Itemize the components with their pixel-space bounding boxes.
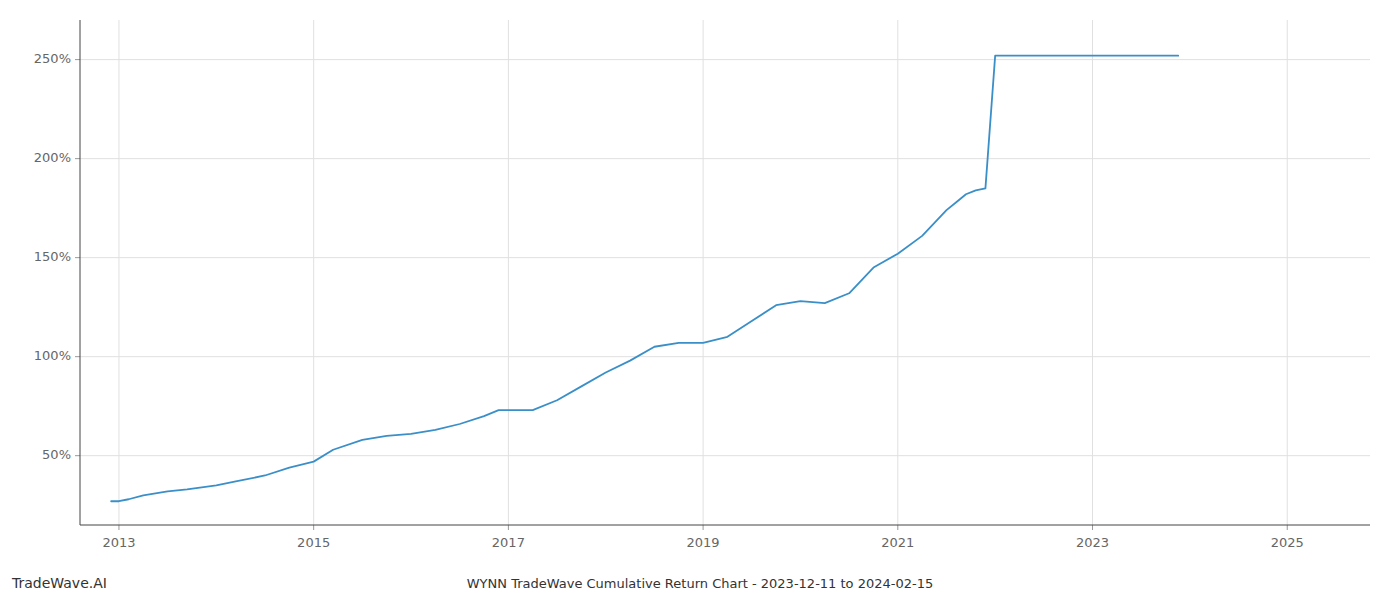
tick-label-x: 2015: [297, 535, 330, 550]
tick-y: [75, 257, 80, 258]
tick-label-y: 150%: [34, 249, 71, 264]
grid-line-x: [313, 20, 314, 525]
line: [111, 56, 1178, 502]
chart: 50% 100% 150% 200% 250% 2013 2015 2017 2019 2021 2…: [0, 0, 1400, 600]
watermark: TradeWave.AI: [11, 575, 107, 591]
tick-label-x: 2025: [1271, 535, 1304, 550]
grid-line-y: [80, 455, 1370, 456]
grid-line-x: [118, 20, 119, 525]
tick-label-x: 2017: [492, 535, 525, 550]
grid-line-y: [80, 158, 1370, 159]
tick-y: [75, 455, 80, 456]
tick-y: [75, 59, 80, 60]
grid-line-y: [80, 257, 1370, 258]
tick-label-x: 2023: [1076, 535, 1109, 550]
tick-y: [75, 356, 80, 357]
tick-y: [75, 158, 80, 159]
background: [0, 0, 1400, 600]
grid: [80, 20, 1370, 525]
tick-x: [508, 525, 509, 530]
tick-label-y: 200%: [34, 150, 71, 165]
tick-x: [897, 525, 898, 530]
grid-line-x: [897, 20, 898, 525]
tick-x: [313, 525, 314, 530]
tick-x: [1287, 525, 1288, 530]
tick-label-x: 2013: [102, 535, 135, 550]
grid-line-y: [80, 59, 1370, 60]
tick-label-y: 100%: [34, 348, 71, 363]
tick-label-x: 2019: [687, 535, 720, 550]
plot-area: [111, 56, 1178, 502]
title: WYNN TradeWave Cumulative Return Chart -…: [467, 576, 933, 591]
tick-x: [703, 525, 704, 530]
tick-x: [1092, 525, 1093, 530]
grid-line-y: [80, 356, 1370, 357]
grid-line-x: [508, 20, 509, 525]
grid-line-x: [703, 20, 704, 525]
axis-x: [80, 525, 1370, 526]
axes: 50% 100% 150% 200% 250% 2013 2015 2017 2019 2021 2…: [34, 20, 1370, 550]
tick-label-y: 250%: [34, 51, 71, 66]
tick-label-y: 50%: [42, 447, 71, 462]
tick-x: [118, 525, 119, 530]
grid-line-x: [1287, 20, 1288, 525]
tick-label-x: 2021: [881, 535, 914, 550]
axis-y: [80, 20, 81, 525]
grid-line-x: [1092, 20, 1093, 525]
